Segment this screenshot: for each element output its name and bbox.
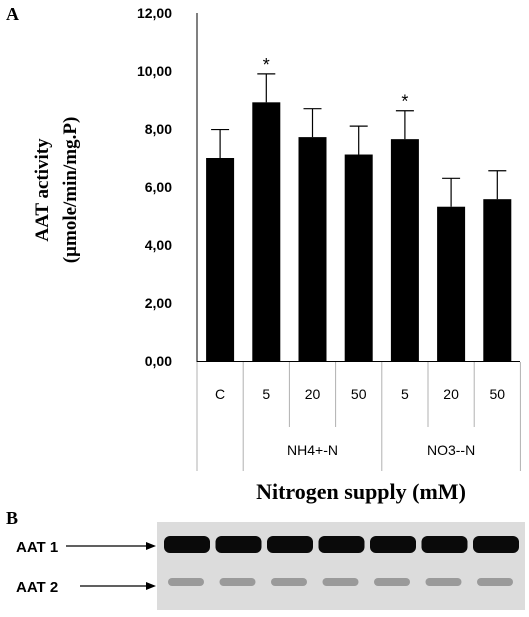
bars [206, 102, 512, 361]
y-tick-label: 0,00 [145, 353, 172, 369]
panel-b-letter: B [6, 508, 18, 528]
x-category-label: C [215, 386, 225, 402]
y-tick-label: 8,00 [145, 121, 172, 137]
x-category-label: 50 [351, 386, 367, 402]
bar [483, 199, 512, 361]
x-category-table: C 5 20 50 5 20 50 NH4+-N NO3--N [196, 362, 521, 471]
x-category-label: 5 [401, 386, 409, 402]
gel-band-aat1 [267, 536, 313, 553]
bar [344, 154, 373, 361]
significance-markers: ** [263, 55, 409, 112]
significance-star: * [401, 92, 408, 112]
x-group-label: NH4+-N [287, 442, 338, 458]
x-category-label: 20 [305, 386, 321, 402]
x-group-label: NO3--N [427, 442, 475, 458]
y-tick-label: 12,00 [137, 5, 172, 21]
bar [390, 139, 419, 361]
y-tick-label: 4,00 [145, 237, 172, 253]
x-category-label: 5 [262, 386, 270, 402]
gel-band-aat2 [219, 578, 256, 586]
gel-band-aat1 [473, 536, 519, 553]
y-axis-label-line1: AAT activity [32, 138, 53, 242]
x-category-label: 50 [490, 386, 506, 402]
y-tick-label: 6,00 [145, 179, 172, 195]
y-tick-labels: 0,00 2,00 4,00 6,00 8,00 10,00 12,00 [137, 5, 172, 369]
bar [252, 102, 281, 361]
bar [437, 206, 466, 361]
gel-band-aat1 [164, 536, 210, 553]
gel-band-aat2 [271, 578, 307, 586]
band-label-aat1: AAT 1 [16, 539, 58, 556]
band-label-aat2: AAT 2 [16, 579, 58, 596]
gel-band-aat2 [425, 578, 462, 586]
gel-band-aat2 [374, 578, 410, 586]
gel-band-aat2 [322, 578, 359, 586]
bar [298, 137, 327, 361]
gel-band-aat2 [168, 578, 204, 586]
x-category-label: 20 [443, 386, 459, 402]
gel-band-aat1 [318, 536, 365, 553]
y-axis-label-line2: (µmole/min/mg.P) [60, 117, 81, 264]
gel-band-aat1 [215, 536, 262, 553]
gel-band-aat1 [421, 536, 468, 553]
bar [206, 158, 235, 361]
y-tick-label: 2,00 [145, 295, 172, 311]
gel-band-aat2 [477, 578, 513, 586]
arrowhead-aat2 [146, 582, 156, 590]
panel-a-letter: A [6, 4, 19, 24]
arrowhead-aat1 [146, 542, 156, 550]
gel-image [157, 522, 525, 610]
y-tick-label: 10,00 [137, 63, 172, 79]
gel-bands [164, 536, 519, 586]
gel-band-aat1 [370, 536, 416, 553]
error-bars [211, 73, 507, 207]
significance-star: * [263, 55, 270, 75]
x-axis-title: Nitrogen supply (mM) [256, 479, 466, 504]
